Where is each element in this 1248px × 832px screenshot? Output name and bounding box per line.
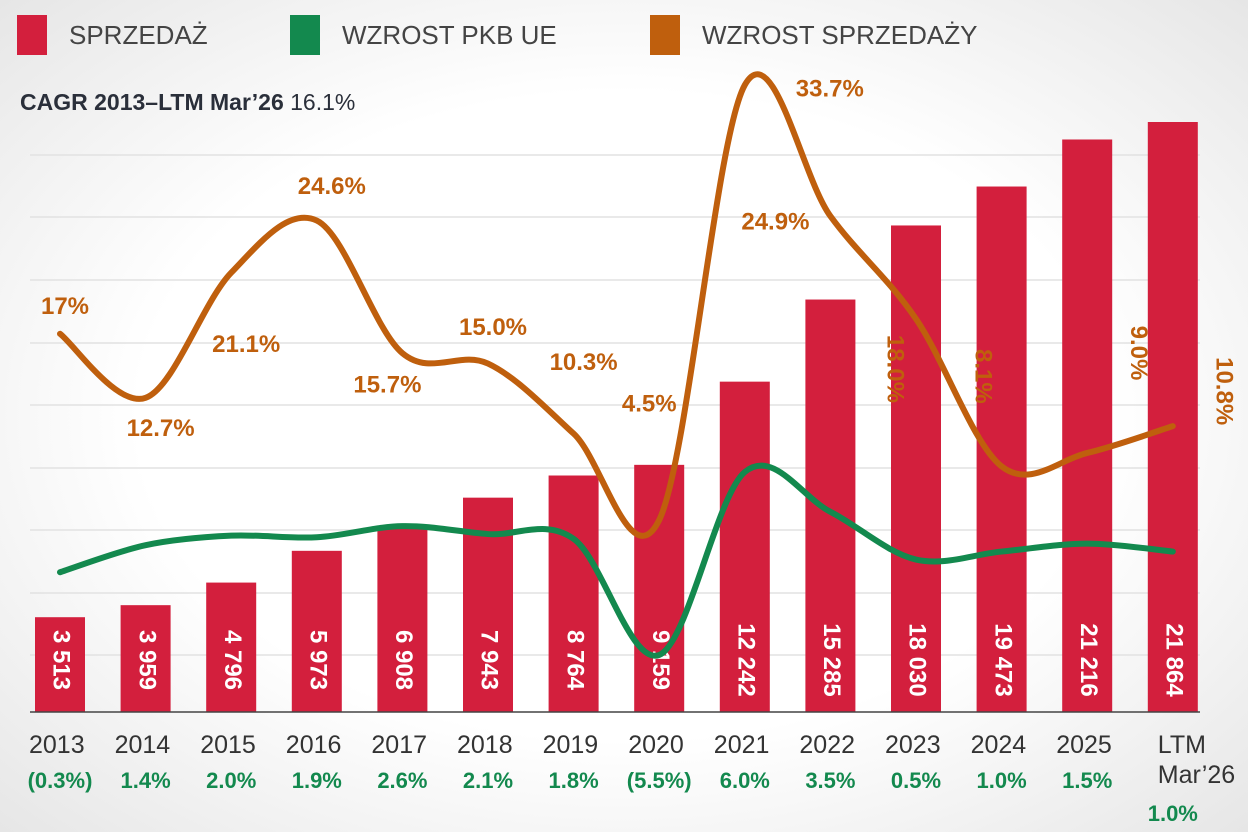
growth-label: 18.0% — [882, 335, 909, 403]
growth-label: 17% — [41, 293, 89, 320]
bar — [719, 381, 770, 712]
growth-label: 10.3% — [550, 349, 618, 376]
bar-label: 21 216 — [1075, 623, 1102, 696]
gdp-label: 1.0% — [1148, 801, 1198, 826]
cagr-label: CAGR 2013–LTM Mar’26 — [20, 89, 284, 115]
growth-label: 12.7% — [127, 415, 195, 442]
bar — [891, 225, 941, 712]
legend-label: WZROST SPRZEDAŻY — [702, 20, 977, 50]
bar-label: 4 796 — [219, 630, 246, 690]
bar-label: 3 513 — [48, 630, 75, 690]
growth-label: 21.1% — [212, 331, 280, 358]
legend-label: WZROST PKB UE — [342, 20, 557, 50]
bar-label: 7 943 — [476, 630, 503, 690]
bar — [377, 525, 428, 712]
bar-label: 6 908 — [390, 630, 417, 690]
gdp-label: 1.4% — [121, 768, 171, 793]
x-tick-label: 2019 — [542, 731, 599, 759]
gdp-label: 3.5% — [805, 768, 855, 793]
cagr-value: 16.1% — [290, 89, 355, 115]
bar — [1147, 122, 1198, 712]
gdp-label: 2.6% — [377, 768, 427, 793]
bar — [120, 605, 171, 712]
bar-label: 3 959 — [133, 630, 160, 690]
legend-swatch — [650, 15, 680, 55]
bar — [634, 464, 685, 712]
bar-label: 21 864 — [1160, 623, 1187, 697]
x-tick-label: 2025 — [1056, 731, 1112, 759]
gdp-label: 1.9% — [292, 768, 342, 793]
x-tick-label: 2017 — [371, 731, 428, 759]
x-tick-label: 2020 — [628, 731, 684, 759]
gdp-label: 2.1% — [463, 768, 513, 793]
growth-label: 10.8% — [1210, 357, 1237, 425]
gdp-label: (5.5%) — [627, 768, 692, 793]
bar — [35, 617, 85, 712]
line — [57, 462, 1176, 659]
bar — [805, 299, 856, 712]
bar-label: 8 764 — [561, 630, 588, 691]
gdp-label: 2.0% — [206, 768, 256, 793]
bar-label: 19 473 — [989, 623, 1016, 696]
x-tick-label: 2016 — [285, 731, 342, 759]
growth-label: 33.7% — [796, 75, 864, 102]
growth-label: 24.6% — [298, 173, 366, 200]
bar — [206, 582, 257, 712]
x-tick-label: 2013 — [29, 731, 85, 759]
legend-swatch — [17, 15, 47, 55]
gdp-label: (0.3%) — [28, 768, 93, 793]
bar — [291, 550, 342, 712]
x-tick-label: 2018 — [457, 731, 513, 759]
gdp-label: 1.5% — [1062, 768, 1112, 793]
x-tick-label: 2015 — [200, 731, 256, 759]
growth-label: 4.5% — [622, 390, 677, 417]
line — [57, 71, 1176, 539]
bar — [548, 475, 599, 712]
x-tick-label: LTM Mar’26 — [1157, 731, 1236, 789]
x-tick-label: 2021 — [713, 731, 770, 759]
bar-label: 12 242 — [732, 623, 759, 696]
cagr: CAGR 2013–LTM Mar’26 16.1% — [20, 89, 355, 115]
bar-label: 15 285 — [818, 623, 845, 696]
growth-label: 15.7% — [353, 371, 421, 398]
growth-label: 9.0% — [1125, 326, 1152, 381]
gdp-label: 6.0% — [720, 768, 770, 793]
x-tick-label: 2014 — [114, 731, 171, 759]
bar-label: 5 973 — [304, 630, 331, 690]
growth-label: 8.1% — [969, 349, 996, 404]
growth-label: 24.9% — [741, 208, 809, 235]
bar-label: 9 159 — [647, 630, 674, 690]
gdp-label: 0.5% — [891, 768, 941, 793]
x-tick-label: 2022 — [799, 731, 856, 759]
bar-label: 18 030 — [904, 623, 931, 696]
gdp-label: 1.8% — [549, 768, 599, 793]
legend-label: SPRZEDAŻ — [69, 20, 208, 50]
x-tick-label: 2023 — [885, 731, 941, 759]
legend-swatch — [290, 15, 320, 55]
x-tick-label: 2024 — [970, 731, 1027, 759]
gdp-label: 1.0% — [977, 768, 1027, 793]
bar — [1062, 139, 1113, 713]
growth-label: 15.0% — [459, 314, 527, 341]
